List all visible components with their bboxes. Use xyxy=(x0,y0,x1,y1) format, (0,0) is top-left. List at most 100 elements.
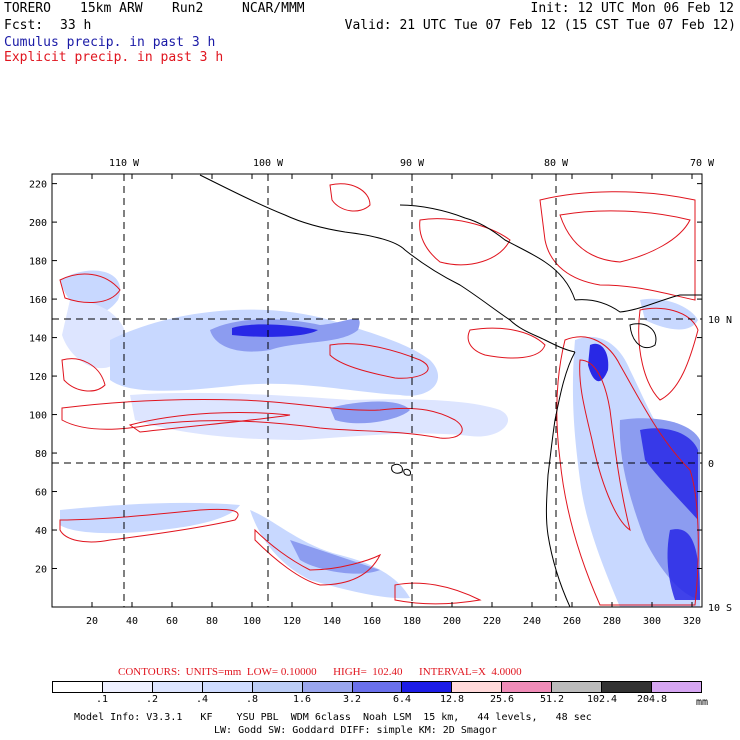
cumulus-area xyxy=(232,324,318,337)
x-tick-label: 260 xyxy=(563,616,581,627)
colorbar-label: 51.2 xyxy=(539,694,565,705)
explicit-contour xyxy=(556,336,699,606)
x-tick-label: 160 xyxy=(363,616,381,627)
colorbar-swatch xyxy=(201,682,252,692)
colorbar-swatch xyxy=(651,682,701,692)
y-tick-label: 180 xyxy=(29,257,47,268)
x-tick-label: 60 xyxy=(166,616,178,627)
x-tick-label: 80 xyxy=(206,616,218,627)
coastline-central-america xyxy=(199,174,576,353)
explicit-contour xyxy=(59,508,239,543)
longitude-label: 70 W xyxy=(690,158,715,169)
x-tick-label: 100 xyxy=(243,616,261,627)
explicit-contour xyxy=(394,582,482,605)
colorbar-label: 12.8 xyxy=(439,694,465,705)
colorbar-label: 3.2 xyxy=(342,694,362,705)
x-tick-label: 200 xyxy=(443,616,461,627)
colorbar-swatch xyxy=(451,682,502,692)
longitude-label: 80 W xyxy=(544,158,569,169)
colorbar-label: .2 xyxy=(145,694,159,705)
latlon-grid xyxy=(52,174,702,607)
explicit-contour xyxy=(254,528,382,586)
colorbar-swatch xyxy=(601,682,652,692)
y-tick-label: 100 xyxy=(29,411,47,422)
colorbar-swatch xyxy=(301,682,352,692)
longitude-label: 90 W xyxy=(400,158,425,169)
model-name: TORERO xyxy=(4,1,51,16)
explicit-contour xyxy=(329,343,429,379)
colorbar xyxy=(52,681,702,693)
colorbar-swatch xyxy=(251,682,302,692)
colorbar-label: 1.6 xyxy=(292,694,312,705)
y-tick-label: 220 xyxy=(29,180,47,191)
explicit-contour xyxy=(61,398,463,439)
colorbar-unit: mm xyxy=(696,697,709,708)
coastline-south-america xyxy=(545,351,576,607)
y-tick-label: 120 xyxy=(29,372,47,383)
explicit-contour xyxy=(638,307,699,401)
longitude-label: 100 W xyxy=(253,158,284,169)
x-tick-label: 120 xyxy=(283,616,301,627)
y-tick-label: 160 xyxy=(29,295,47,306)
colorbar-label: .8 xyxy=(245,694,259,705)
precip-map: 220 200 180 160 140 120 100 80 60 40 20 20 40 60 80 100… xyxy=(29,158,732,627)
organization: NCAR/MMM xyxy=(242,1,305,16)
map-frame xyxy=(51,173,703,608)
colorbar-swatch xyxy=(53,682,102,692)
x-tick-label: 280 xyxy=(603,616,621,627)
cumulus-area xyxy=(667,529,700,600)
colorbar-swatch xyxy=(551,682,602,692)
explicit-precip-contours xyxy=(59,183,699,606)
cumulus-precip-label: Cumulus precip. in past 3 h xyxy=(4,35,216,50)
contour-info: CONTOURS: UNITS=mm LOW= 0.10000 HIGH= 10… xyxy=(118,666,522,678)
explicit-contour xyxy=(61,358,106,392)
cumulus-area xyxy=(60,502,240,534)
cumulus-area xyxy=(130,392,509,440)
x-tick-label: 240 xyxy=(523,616,541,627)
explicit-precip-label: Explicit precip. in past 3 h xyxy=(4,50,224,65)
explicit-contour xyxy=(419,218,511,266)
axis-ticks: 220 200 180 160 140 120 100 80 60 40 20 20 40 60 80 100… xyxy=(29,158,732,627)
explicit-contour xyxy=(128,411,291,433)
run-label: Run2 xyxy=(172,1,204,16)
y-tick-label: 60 xyxy=(35,488,47,499)
valid-time: Valid: 21 UTC Tue 07 Feb 12 (15 CST Tue … xyxy=(344,18,736,33)
colorbar-swatch xyxy=(501,682,552,692)
cumulus-area xyxy=(290,540,380,574)
colorbar-swatch xyxy=(101,682,152,692)
cumulus-area xyxy=(640,298,698,330)
cumulus-area xyxy=(588,343,609,382)
colorbar-label: 102.4 xyxy=(586,694,618,705)
colorbar-swatch xyxy=(151,682,202,692)
colorbar-label: 6.4 xyxy=(392,694,412,705)
explicit-contour xyxy=(579,359,631,532)
y-tick-label: 80 xyxy=(35,449,47,460)
x-tick-label: 40 xyxy=(126,616,138,627)
colorbar-label: 204.8 xyxy=(636,694,668,705)
x-tick-label: 320 xyxy=(683,616,701,627)
coastline-lake xyxy=(629,323,657,349)
map-field xyxy=(59,174,702,607)
coastline-colombia xyxy=(574,294,702,313)
explicit-contour xyxy=(59,273,121,303)
cumulus-area xyxy=(330,401,410,424)
model-info: Model Info: V3.3.1 KF YSU PBL WDM 6class… xyxy=(74,712,592,723)
cumulus-precip-areas xyxy=(60,270,700,607)
coastline-galapagos xyxy=(403,468,411,476)
latitude-label: 10 N xyxy=(708,315,732,326)
x-tick-label: 300 xyxy=(643,616,661,627)
explicit-contour xyxy=(539,191,696,301)
forecast-hour: 33 h xyxy=(60,18,92,33)
longitude-label: 110 W xyxy=(109,158,140,169)
colorbar-label: 25.6 xyxy=(489,694,515,705)
physics-info: LW: Godd SW: Goddard DIFF: simple KM: 2D… xyxy=(214,725,497,736)
init-time: Init: 12 UTC Mon 06 Feb 12 xyxy=(530,1,735,16)
x-tick-label: 140 xyxy=(323,616,341,627)
forecast-label: Fcst: xyxy=(4,18,44,33)
cumulus-area xyxy=(640,428,698,520)
model-resolution: 15km ARW xyxy=(80,1,143,16)
colorbar-label: .1 xyxy=(95,694,109,705)
latitude-label: 0 xyxy=(708,459,714,470)
colorbar-labels: .1 .2 .4 .8 1.6 3.2 6.4 12.8 25.6 51.2 102.4 204.8 xyxy=(52,694,702,706)
coastlines xyxy=(199,174,702,607)
